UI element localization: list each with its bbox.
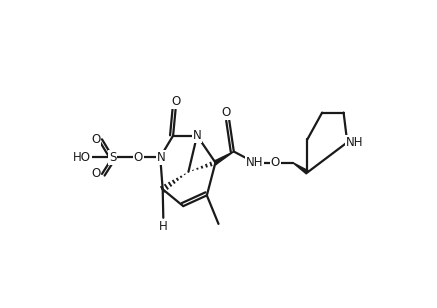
Text: NH: NH — [346, 136, 364, 149]
Text: N: N — [193, 129, 201, 142]
Polygon shape — [293, 163, 309, 174]
Text: O: O — [91, 133, 101, 146]
Text: NH: NH — [246, 156, 264, 169]
Text: O: O — [271, 156, 280, 169]
Polygon shape — [215, 152, 234, 164]
Text: O: O — [171, 95, 180, 108]
Text: H: H — [159, 221, 168, 233]
Text: O: O — [222, 106, 231, 119]
Text: O: O — [91, 168, 101, 180]
Text: O: O — [134, 151, 143, 164]
Text: N: N — [157, 151, 166, 164]
Text: HO: HO — [73, 151, 91, 164]
Text: S: S — [109, 151, 116, 164]
